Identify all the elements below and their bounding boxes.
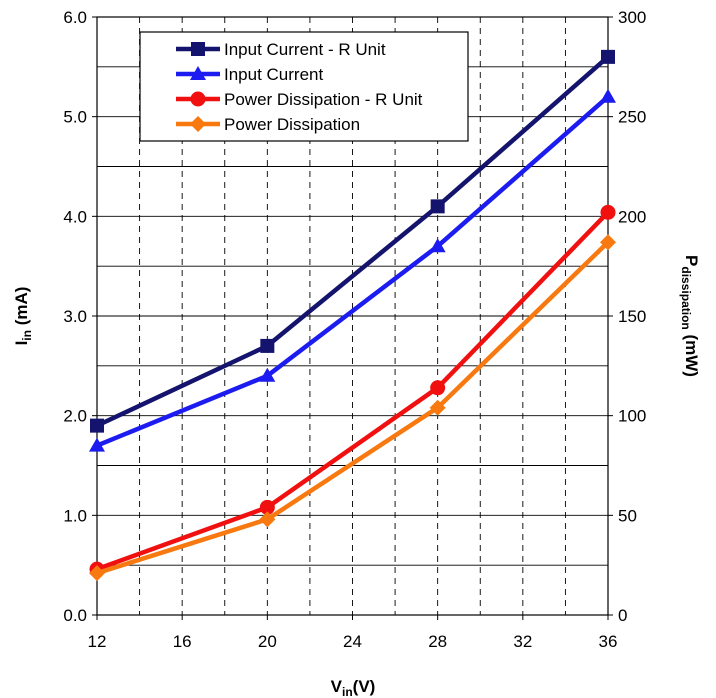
- x-tick-label: 28: [428, 632, 447, 651]
- data-point: [600, 204, 616, 220]
- series-4: [89, 234, 616, 582]
- legend-marker: [191, 42, 205, 56]
- left-tick-label: 2.0: [63, 407, 87, 426]
- right-tick-label: 200: [618, 207, 646, 226]
- x-tick-label: 12: [88, 632, 107, 651]
- data-point: [259, 367, 276, 382]
- data-point: [259, 511, 276, 528]
- series-line: [96, 55, 610, 428]
- right-tick-label: 250: [618, 108, 646, 127]
- data-point: [259, 499, 275, 515]
- series-line: [96, 95, 610, 448]
- data-point: [600, 88, 616, 103]
- x-axis-title-sub: in: [342, 685, 353, 698]
- series-2: [89, 88, 616, 452]
- data-point: [90, 418, 104, 433]
- legend-entry: Power Dissipation - R Unit: [176, 90, 423, 109]
- left-tick-label: 4.0: [63, 207, 87, 226]
- right-axis-title-sub: dissipation: [679, 266, 693, 329]
- right-tick-label: 0: [618, 606, 627, 625]
- left-tick-label: 3.0: [63, 307, 87, 326]
- series-line: [96, 240, 610, 576]
- legend-label: Input Current: [224, 65, 323, 84]
- legend-label: Power Dissipation - R Unit: [224, 90, 423, 109]
- legend-entry: Input Current: [176, 65, 323, 84]
- right-axis-title-tail: (mW): [682, 330, 701, 377]
- left-axis-title-main: I: [12, 341, 31, 346]
- legend-marker: [190, 91, 206, 107]
- data-point: [260, 338, 275, 353]
- x-axis-title: Vin(V): [331, 677, 376, 698]
- x-tick-label: 32: [513, 632, 532, 651]
- x-axis-title-main: V: [331, 677, 343, 696]
- legend-entry: Input Current - R Unit: [176, 40, 386, 59]
- series-line: [96, 210, 610, 572]
- x-tick-label: 24: [343, 632, 362, 651]
- left-tick-label: 6.0: [63, 8, 87, 27]
- data-point: [430, 199, 445, 214]
- x-tick-label: 20: [258, 632, 277, 651]
- data-point: [430, 380, 446, 396]
- right-tick-label: 300: [618, 8, 646, 27]
- left-axis-title: Iin (mA): [12, 287, 34, 346]
- x-tick-label: 16: [173, 632, 192, 651]
- legend-marker: [190, 116, 206, 132]
- data-point: [429, 238, 446, 253]
- left-axis-title-tail: (mA): [12, 287, 31, 330]
- left-tick-label: 1.0: [63, 506, 87, 525]
- x-tick-label: 36: [599, 632, 618, 651]
- x-axis-title-tail: (V): [353, 677, 376, 696]
- legend-label: Power Dissipation: [224, 115, 360, 134]
- right-tick-label: 150: [618, 307, 646, 326]
- data-point: [429, 399, 446, 416]
- legend: Input Current - R Unit Input Current Power…: [139, 31, 469, 142]
- series-1: [90, 49, 615, 433]
- legend-entry: Power Dissipation: [176, 115, 360, 134]
- right-axis-title: Pdissipation (mW): [679, 255, 701, 377]
- right-tick-label: 50: [618, 506, 637, 525]
- data-point: [89, 565, 105, 582]
- series-lines: [89, 49, 616, 582]
- right-tick-label: 100: [618, 407, 646, 426]
- legend-marker: [190, 66, 206, 80]
- data-point: [600, 234, 616, 251]
- axis-ticks: 12 16 20 24 28 32 36 0.0 1.0 2.0 3.0 4.0 5.0 6.0 0 50 10…: [63, 8, 646, 651]
- data-point: [601, 49, 615, 64]
- data-point: [89, 437, 105, 452]
- left-tick-label: 5.0: [63, 108, 87, 127]
- left-axis-title-sub: in: [20, 330, 34, 341]
- left-tick-label: 0.0: [63, 606, 87, 625]
- legend-label: Input Current - R Unit: [224, 40, 386, 59]
- right-axis-title-main: P: [682, 255, 701, 266]
